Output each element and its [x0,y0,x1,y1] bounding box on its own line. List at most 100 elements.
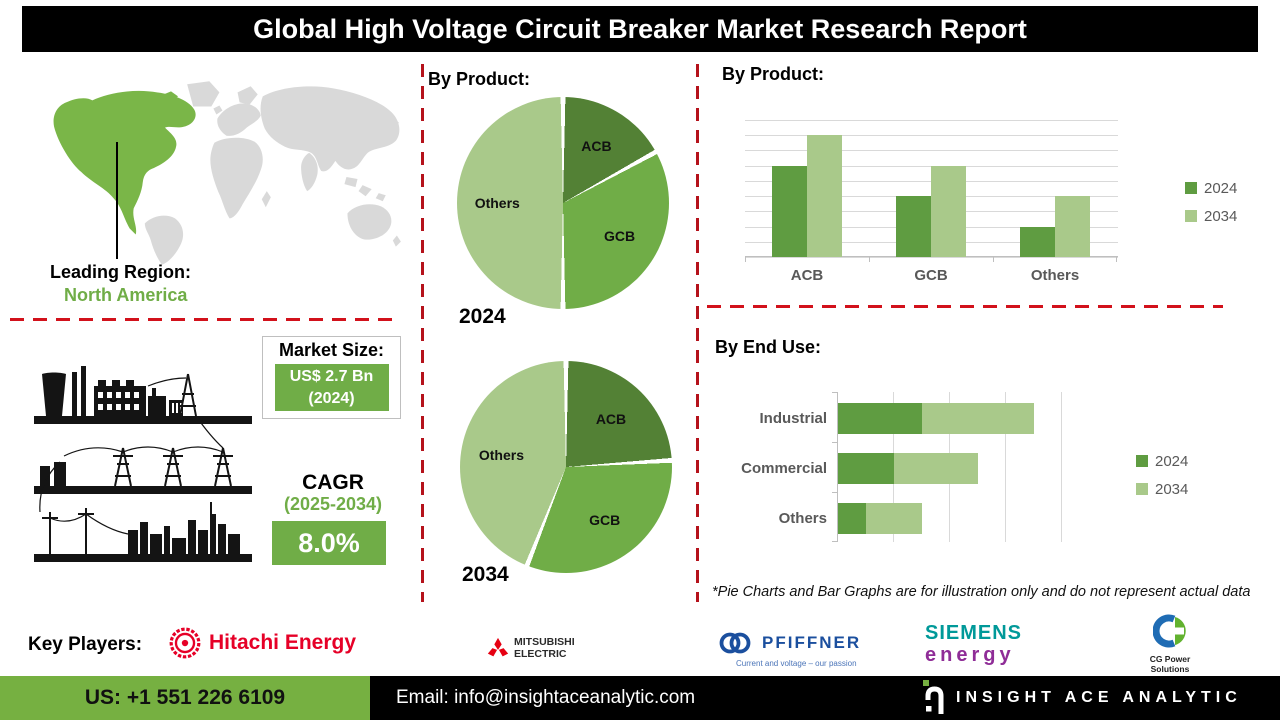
bar-industrial-2034 [922,403,1034,434]
cg-power-wordmark: CG Power Solutions [1149,654,1191,674]
legend-label-2034: 2034 [1204,207,1238,225]
world-map [53,81,401,265]
map-africa [210,137,263,219]
bar-category-label: ACB [790,267,824,284]
logo-pfiffner: PFIFFNER Current and voltage – our passi… [718,629,861,668]
market-size-year: (2024) [308,389,355,407]
pie-slice-label: Others [474,195,520,211]
map-greenland [187,81,220,107]
power-infrastructure-illustration [34,366,252,562]
map-north-america-highlight [53,90,196,235]
legend-swatch-2034 [1185,210,1197,222]
pie-chart-2034: ACB GCB Others [460,361,672,573]
cagr-period: (2025-2034) [283,494,383,514]
bar-gcb-2024 [896,196,931,257]
end-use-category-labels: Industrial Commercial Others [727,392,827,542]
brand-name: INSIGHT ACE ANALYTIC [956,689,1242,706]
bar-others-2024 [1020,226,1055,257]
cg-mark-icon [1152,614,1186,648]
pie-2034-year-label: 2034 [462,563,509,586]
bar-others-2034 [866,503,922,534]
end-use-legend: 2024 2034 [1136,452,1189,511]
bar-commercial-2024 [838,453,894,484]
mitsubishi-wordmark: MITSUBISHI ELECTRIC [514,636,575,660]
logo-cg-power: CG Power Solutions [1138,614,1202,674]
legend-label-2034: 2034 [1155,480,1189,498]
bar-chart-legend: 2024 2034 [1185,179,1238,238]
footer-phone: US: +1 551 226 6109 [84,686,286,709]
bar-acb-2034 [807,135,842,257]
mitsubishi-diamonds-icon [487,637,509,657]
footer-email: Email: info@insightaceanalytic.com [396,687,696,708]
market-size-value: US$ 2.7 Bn [289,367,374,385]
map-pointer-line [116,142,118,259]
end-use-category-label: Industrial [759,410,827,427]
report-title-band: Global High Voltage Circuit Breaker Mark… [22,6,1258,52]
legend-swatch-2034 [1136,483,1148,495]
end-use-category-label: Commercial [741,460,827,477]
divider-dashed-vertical-right [696,64,699,602]
legend-swatch-2024 [1136,455,1148,467]
bar-category-label: Others [1030,267,1080,284]
map-asia [260,86,400,172]
legend-item-2034: 2034 [1136,480,1189,498]
pie-2024-year-label: 2024 [459,305,506,328]
bar-section-title: By Product: [722,64,825,84]
legend-item-2024: 2024 [1185,179,1238,197]
pie-slice-label: Others [478,446,524,463]
market-size-label: Market Size: [278,340,385,360]
map-australia [347,204,392,240]
siemens-wordmark: SIEMENS [925,622,1023,644]
divider-dashed-left [10,318,398,321]
end-use-section-title: By End Use: [715,337,822,357]
hitachi-mark-icon [169,627,201,659]
bar-gcb-2034 [931,165,966,257]
legend-item-2034: 2034 [1185,207,1238,225]
logo-siemens-energy: SIEMENS energy [925,623,1022,665]
bar-others-2034 [1055,196,1090,257]
legend-label-2024: 2024 [1155,452,1189,470]
pfiffner-wordmark: PFIFFNER [762,633,862,652]
pie-chart-2024: ACB GCB Others [457,97,669,309]
pie-slice-label: GCB [589,512,621,529]
map-south-america [144,215,184,265]
logo-hitachi-energy: Hitachi Energy [168,626,356,660]
brand-block: INSIGHT ACE ANALYTIC [920,676,1242,720]
hitachi-energy-wordmark: Hitachi Energy [209,631,357,654]
key-players-label: Key Players: [28,634,143,655]
pfiffner-rings-icon [719,632,751,654]
footer-phone-band: US: +1 551 226 6109 [0,676,370,720]
legend-item-2024: 2024 [1136,452,1189,470]
by-product-bar-chart: ACB GCB Others [745,120,1118,284]
map-europe [217,103,261,136]
cagr-label: CAGR [302,471,364,494]
pfiffner-tagline: Current and voltage – our passion [736,659,857,668]
market-size-card: Market Size: US$ 2.7 Bn (2024) [262,336,401,419]
leading-region-value: North America [64,285,188,305]
divider-dashed-vertical-left [421,64,424,602]
bar-commercial-2034 [894,453,978,484]
report-title: Global High Voltage Circuit Breaker Mark… [253,13,1027,44]
pie-slice-label: GCB [604,228,636,245]
siemens-energy-wordmark: energy [925,644,1015,666]
footer-contact-band: Email: info@insightaceanalytic.com INSIG… [370,676,1280,720]
end-use-category-label: Others [778,510,827,527]
cagr-value-box: 8.0% [272,521,386,565]
pie-slice-label: ACB [581,138,612,155]
logo-mitsubishi-electric: MITSUBISHI ELECTRIC [486,637,575,661]
legend-label-2024: 2024 [1204,179,1238,197]
bar-others-2024 [838,503,866,534]
bar-acb-2024 [772,165,807,257]
leading-region-label: Leading Region: [50,262,191,282]
bar-category-label: GCB [914,267,948,284]
by-end-use-bar-chart [832,392,1119,542]
disclaimer-footnote: *Pie Charts and Bar Graphs are for illus… [712,584,1251,600]
insight-ace-logo-icon [923,680,944,714]
market-size-value-box: US$ 2.7 Bn (2024) [274,364,389,411]
legend-swatch-2024 [1185,182,1197,194]
pie-slice-label: ACB [595,411,627,428]
pie-section-title: By Product: [428,69,531,89]
divider-dashed-right [707,305,1223,308]
bar-industrial-2024 [838,403,922,434]
